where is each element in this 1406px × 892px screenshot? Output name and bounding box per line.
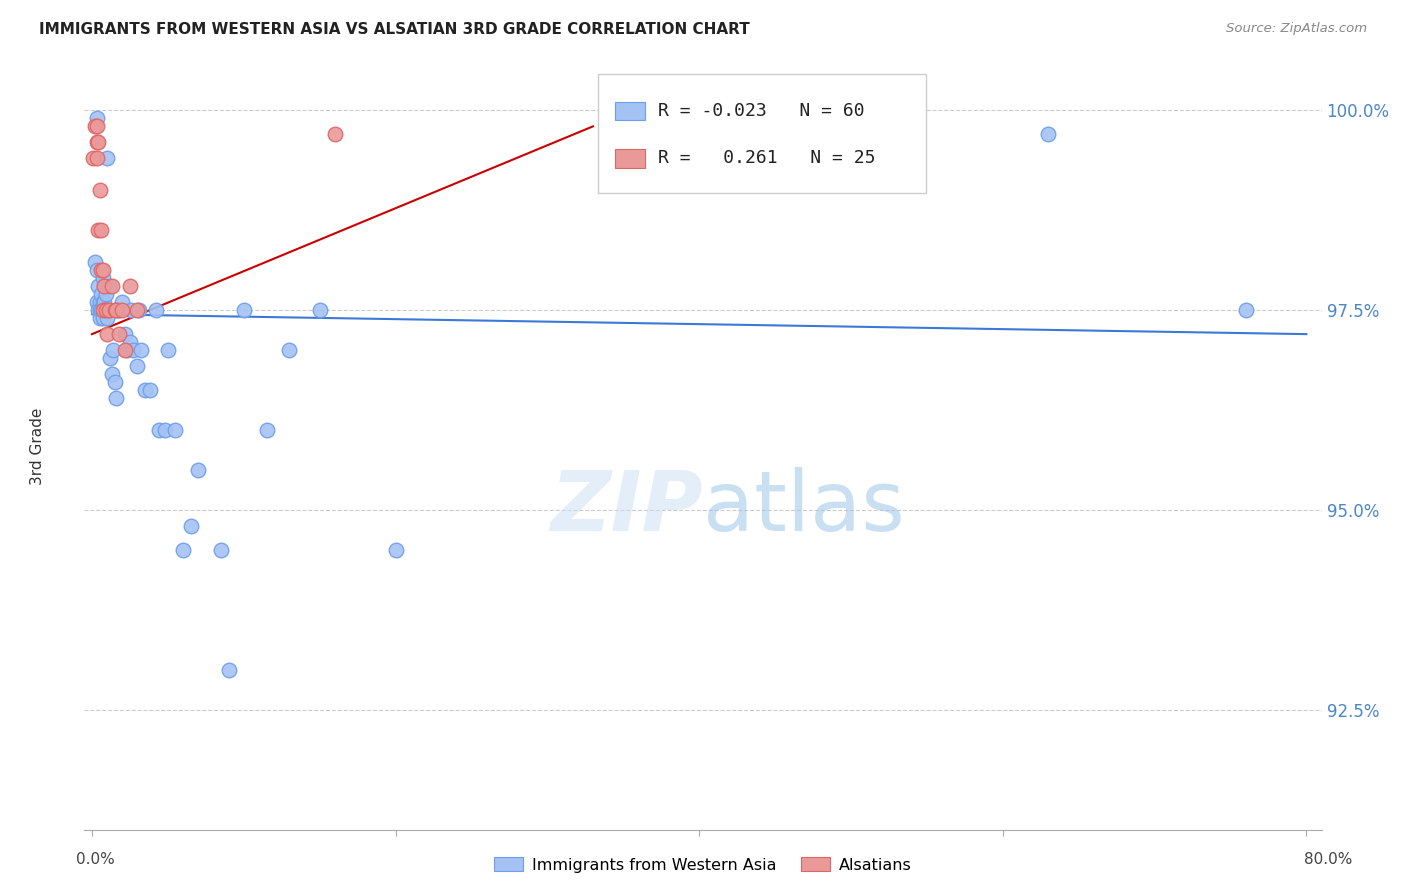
Point [90, 223, 112, 237]
Point [97, 303, 120, 318]
Text: Source: ZipAtlas.com: Source: ZipAtlas.com [1226, 22, 1367, 36]
Point [84, 120, 107, 134]
Point [118, 279, 141, 293]
Point [114, 327, 136, 342]
Point [93, 279, 115, 293]
Point [94, 287, 117, 301]
Point [86, 112, 108, 126]
Point [1038, 128, 1060, 142]
Point [86, 151, 108, 165]
Point [128, 303, 150, 318]
Point [93, 295, 115, 310]
Point [91, 263, 114, 277]
Point [91, 311, 114, 326]
Text: 80.0%: 80.0% [1305, 852, 1353, 867]
Point [105, 391, 128, 405]
Point [91, 303, 114, 318]
Point [256, 423, 278, 437]
Point [90, 263, 112, 277]
Point [91, 271, 114, 285]
Point [104, 303, 127, 318]
Legend: Immigrants from Western Asia, Alsatians: Immigrants from Western Asia, Alsatians [488, 851, 918, 880]
Point [323, 128, 346, 142]
Point [218, 663, 240, 677]
FancyBboxPatch shape [616, 149, 645, 168]
Point [89, 183, 111, 197]
Point [209, 542, 232, 557]
Point [232, 303, 254, 318]
Point [87, 136, 110, 150]
Point [111, 303, 134, 318]
Point [98, 351, 121, 365]
FancyBboxPatch shape [598, 74, 925, 193]
Text: 0.0%: 0.0% [76, 852, 115, 867]
Text: R = -0.023   N = 60: R = -0.023 N = 60 [658, 102, 865, 120]
Text: ZIP: ZIP [550, 467, 703, 548]
Point [103, 343, 125, 358]
Point [87, 223, 110, 237]
Point [91, 295, 114, 310]
Point [100, 279, 122, 293]
Point [84, 255, 107, 269]
Point [165, 423, 187, 437]
Point [127, 359, 149, 373]
Point [91, 303, 114, 318]
Text: IMMIGRANTS FROM WESTERN ASIA VS ALSATIAN 3RD GRADE CORRELATION CHART: IMMIGRANTS FROM WESTERN ASIA VS ALSATIAN… [39, 22, 751, 37]
Point [278, 343, 301, 358]
Point [96, 151, 118, 165]
Text: R =   0.261   N = 25: R = 0.261 N = 25 [658, 149, 876, 168]
Point [86, 136, 108, 150]
Point [384, 542, 406, 557]
Point [156, 343, 179, 358]
Point [96, 303, 118, 318]
Point [180, 519, 202, 533]
Point [104, 375, 127, 389]
Point [93, 303, 115, 318]
Point [108, 327, 131, 342]
Point [96, 327, 118, 342]
Point [90, 287, 112, 301]
Text: atlas: atlas [703, 467, 904, 548]
Point [87, 303, 110, 318]
Point [90, 303, 112, 318]
Point [122, 343, 145, 358]
Point [107, 303, 129, 318]
Point [308, 303, 330, 318]
Point [115, 343, 138, 358]
Point [86, 120, 108, 134]
Point [87, 279, 110, 293]
Point [82, 151, 104, 165]
Point [94, 303, 117, 318]
Point [134, 383, 156, 397]
Point [172, 542, 194, 557]
Point [111, 295, 134, 310]
Point [89, 303, 111, 318]
FancyBboxPatch shape [616, 102, 645, 120]
Point [114, 343, 136, 358]
Point [120, 303, 142, 318]
Point [145, 303, 167, 318]
Point [118, 335, 141, 350]
Point [89, 311, 111, 326]
Point [86, 263, 108, 277]
Text: 3rd Grade: 3rd Grade [30, 408, 45, 484]
Point [1234, 303, 1257, 318]
Point [129, 343, 152, 358]
Point [138, 383, 160, 397]
Point [100, 367, 122, 381]
Point [108, 303, 131, 318]
Point [96, 311, 118, 326]
Point [86, 295, 108, 310]
Point [94, 303, 117, 318]
Point [148, 423, 170, 437]
Point [153, 423, 176, 437]
Point [97, 303, 120, 318]
Point [97, 279, 120, 293]
Point [187, 463, 209, 477]
Point [89, 295, 111, 310]
Point [93, 279, 115, 293]
Point [105, 303, 128, 318]
Point [127, 303, 149, 318]
